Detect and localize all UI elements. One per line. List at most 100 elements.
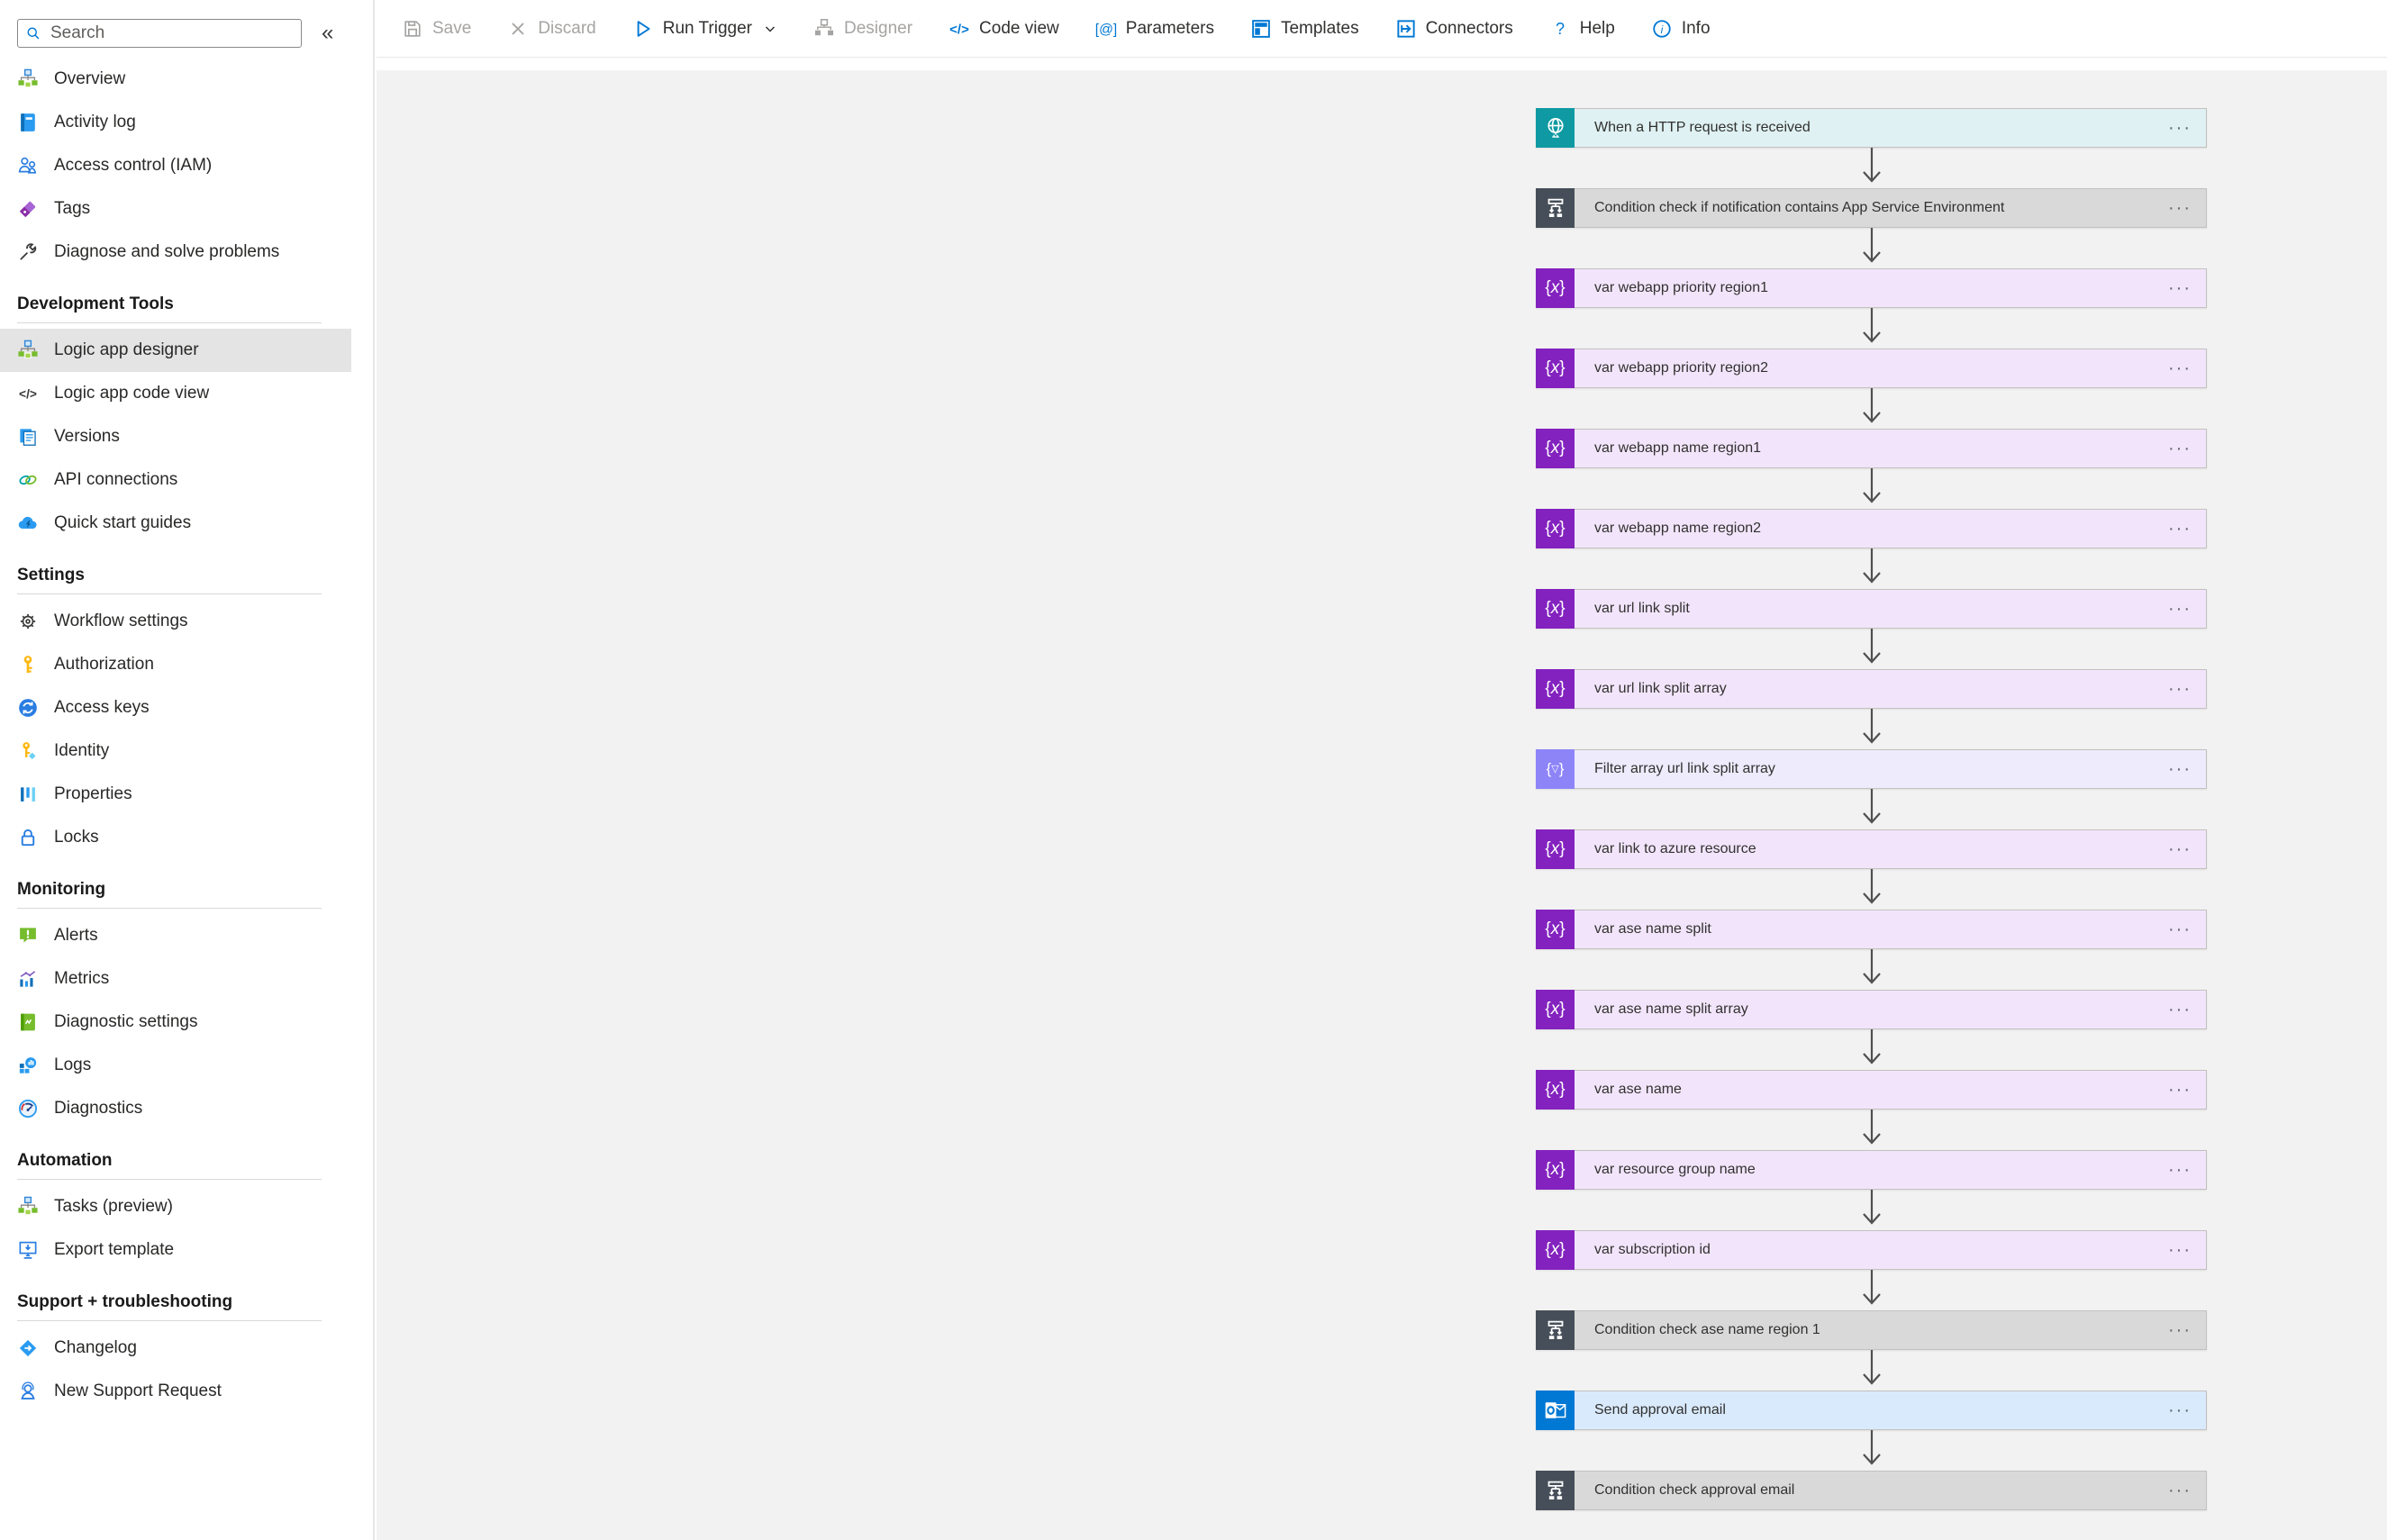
connector-arrow (1536, 548, 2207, 589)
toolbar-button-label: Connectors (1425, 18, 1513, 38)
sidebar-item-export-template[interactable]: Export template (0, 1228, 351, 1272)
designer-canvas: When a HTTP request is received ··· Cond… (377, 70, 2387, 1540)
node-menu-button[interactable]: ··· (2168, 198, 2192, 218)
sidebar-item-alerts[interactable]: Alerts (0, 914, 351, 957)
sidebar-item-api-connections[interactable]: API connections (0, 458, 351, 502)
sidebar-item-identity[interactable]: Identity (0, 729, 351, 773)
sidebar-item-new-support-request[interactable]: New Support Request (0, 1370, 351, 1413)
gauge-icon (17, 1098, 39, 1119)
sidebar-item-locks[interactable]: Locks (0, 816, 351, 859)
node-menu-button[interactable]: ··· (2168, 1160, 2192, 1180)
workflow-node-variable[interactable]: {x} var url link split ··· (1536, 589, 2207, 629)
node-menu-button[interactable]: ··· (2168, 1080, 2192, 1100)
workflow-node-variable[interactable]: {x} var ase name split array ··· (1536, 990, 2207, 1029)
collapse-sidebar-icon[interactable]: « (322, 21, 334, 45)
sidebar-item-workflow-settings[interactable]: Workflow settings (0, 600, 351, 643)
sidebar-item-quick-start-guides[interactable]: Quick start guides (0, 502, 351, 545)
sidebar-item-diagnostics[interactable]: Diagnostics (0, 1087, 351, 1130)
help-icon: ? (1549, 18, 1571, 40)
workflow-node-condition[interactable]: Condition check approval email ··· (1536, 1471, 2207, 1510)
workflow-node-variable[interactable]: {x} var resource group name ··· (1536, 1150, 2207, 1190)
sidebar-item-logic-app-code-view[interactable]: </> Logic app code view (0, 372, 351, 415)
run-trigger-button[interactable]: Run Trigger (632, 18, 777, 40)
sidebar-item-overview[interactable]: Overview (0, 58, 351, 101)
sidebar-search-box[interactable] (17, 19, 302, 48)
wrench-icon (17, 241, 39, 263)
connector-arrow (1536, 388, 2207, 429)
connector-arrow (1536, 709, 2207, 749)
variable-icon: {x} (1536, 829, 1575, 869)
help-button[interactable]: ? Help (1549, 18, 1615, 40)
sidebar-item-authorization[interactable]: Authorization (0, 643, 351, 686)
connector-arrow (1536, 869, 2207, 910)
connector-arrow (1536, 1350, 2207, 1391)
sidebar-item-label: Logic app code view (54, 384, 210, 403)
workflow-node-variable[interactable]: {x} var webapp priority region1 ··· (1536, 268, 2207, 308)
workflow-node-http-trigger[interactable]: When a HTTP request is received ··· (1536, 108, 2207, 148)
workflow-node-variable[interactable]: {x} var url link split array ··· (1536, 669, 2207, 709)
node-menu-button[interactable]: ··· (2168, 1400, 2192, 1420)
node-menu-button[interactable]: ··· (2168, 1481, 2192, 1500)
node-menu-button[interactable]: ··· (2168, 759, 2192, 779)
workflow-node-variable[interactable]: {x} var ase name split ··· (1536, 910, 2207, 949)
sidebar-item-changelog[interactable]: Changelog (0, 1327, 351, 1370)
connectors-button[interactable]: Connectors (1395, 18, 1513, 40)
flowchart-icon (17, 340, 39, 361)
sidebar-item-access-keys[interactable]: Access keys (0, 686, 351, 729)
info-icon: i (1651, 18, 1673, 40)
save-button: Save (402, 18, 471, 40)
node-menu-button[interactable]: ··· (2168, 118, 2192, 138)
toolbar-button-label: Run Trigger (662, 18, 752, 38)
node-menu-button[interactable]: ··· (2168, 439, 2192, 458)
node-menu-button[interactable]: ··· (2168, 519, 2192, 539)
variable-icon: {x} (1536, 669, 1575, 709)
versions-icon (17, 426, 39, 448)
info-button[interactable]: i Info (1651, 18, 1711, 40)
search-input[interactable] (49, 23, 294, 44)
logs-icon (17, 1055, 39, 1076)
sidebar-item-label: Access control (IAM) (54, 156, 213, 175)
node-menu-button[interactable]: ··· (2168, 679, 2192, 699)
sidebar-item-logs[interactable]: Logs (0, 1044, 351, 1087)
gear-icon (17, 611, 39, 632)
sidebar-item-tasks-preview[interactable]: Tasks (preview) (0, 1185, 351, 1228)
sidebar-item-access-control-iam[interactable]: Access control (IAM) (0, 144, 351, 187)
node-menu-button[interactable]: ··· (2168, 1000, 2192, 1019)
workflow-node-variable[interactable]: {x} var webapp name region2 ··· (1536, 509, 2207, 548)
workflow-node-condition[interactable]: Condition check if notification contains… (1536, 188, 2207, 228)
node-menu-button[interactable]: ··· (2168, 358, 2192, 378)
flowchart-icon (17, 68, 39, 90)
sidebar-item-logic-app-designer[interactable]: Logic app designer (0, 329, 351, 372)
node-menu-button[interactable]: ··· (2168, 1240, 2192, 1260)
sidebar-item-diagnose-solve-problems[interactable]: Diagnose and solve problems (0, 231, 351, 274)
sidebar-item-diagnostic-settings[interactable]: Diagnostic settings (0, 1001, 351, 1044)
node-label: var webapp priority region2 (1594, 360, 1768, 376)
sidebar-item-metrics[interactable]: Metrics (0, 957, 351, 1001)
sidebar-item-properties[interactable]: Properties (0, 773, 351, 816)
workflow-node-condition[interactable]: Condition check ase name region 1 ··· (1536, 1310, 2207, 1350)
sidebar-item-versions[interactable]: Versions (0, 415, 351, 458)
export-template-icon (17, 1239, 39, 1261)
workflow-node-variable[interactable]: {x} var webapp name region1 ··· (1536, 429, 2207, 468)
code-view-button[interactable]: </> Code view (948, 18, 1059, 40)
sidebar-item-label: Activity log (54, 113, 136, 131)
node-label: var ase name split array (1594, 1001, 1748, 1017)
node-label: var link to azure resource (1594, 841, 1756, 856)
workflow-node-filter-array[interactable]: {▽} Filter array url link split array ··… (1536, 749, 2207, 789)
variable-icon: {x} (1536, 589, 1575, 629)
templates-button[interactable]: Templates (1250, 18, 1359, 40)
node-menu-button[interactable]: ··· (2168, 278, 2192, 298)
node-menu-button[interactable]: ··· (2168, 919, 2192, 939)
node-menu-button[interactable]: ··· (2168, 839, 2192, 859)
workflow-node-variable[interactable]: {x} var webapp priority region2 ··· (1536, 349, 2207, 388)
sidebar-item-activity-log[interactable]: Activity log (0, 101, 351, 144)
parameters-button[interactable]: [@] Parameters (1095, 18, 1214, 40)
workflow-node-send-approval-email[interactable]: Send approval email ··· (1536, 1391, 2207, 1430)
node-menu-button[interactable]: ··· (2168, 599, 2192, 619)
sidebar-item-label: Alerts (54, 926, 98, 945)
workflow-node-variable[interactable]: {x} var ase name ··· (1536, 1070, 2207, 1110)
node-menu-button[interactable]: ··· (2168, 1320, 2192, 1340)
workflow-node-variable[interactable]: {x} var link to azure resource ··· (1536, 829, 2207, 869)
workflow-node-variable[interactable]: {x} var subscription id ··· (1536, 1230, 2207, 1270)
sidebar-item-tags[interactable]: Tags (0, 187, 351, 231)
